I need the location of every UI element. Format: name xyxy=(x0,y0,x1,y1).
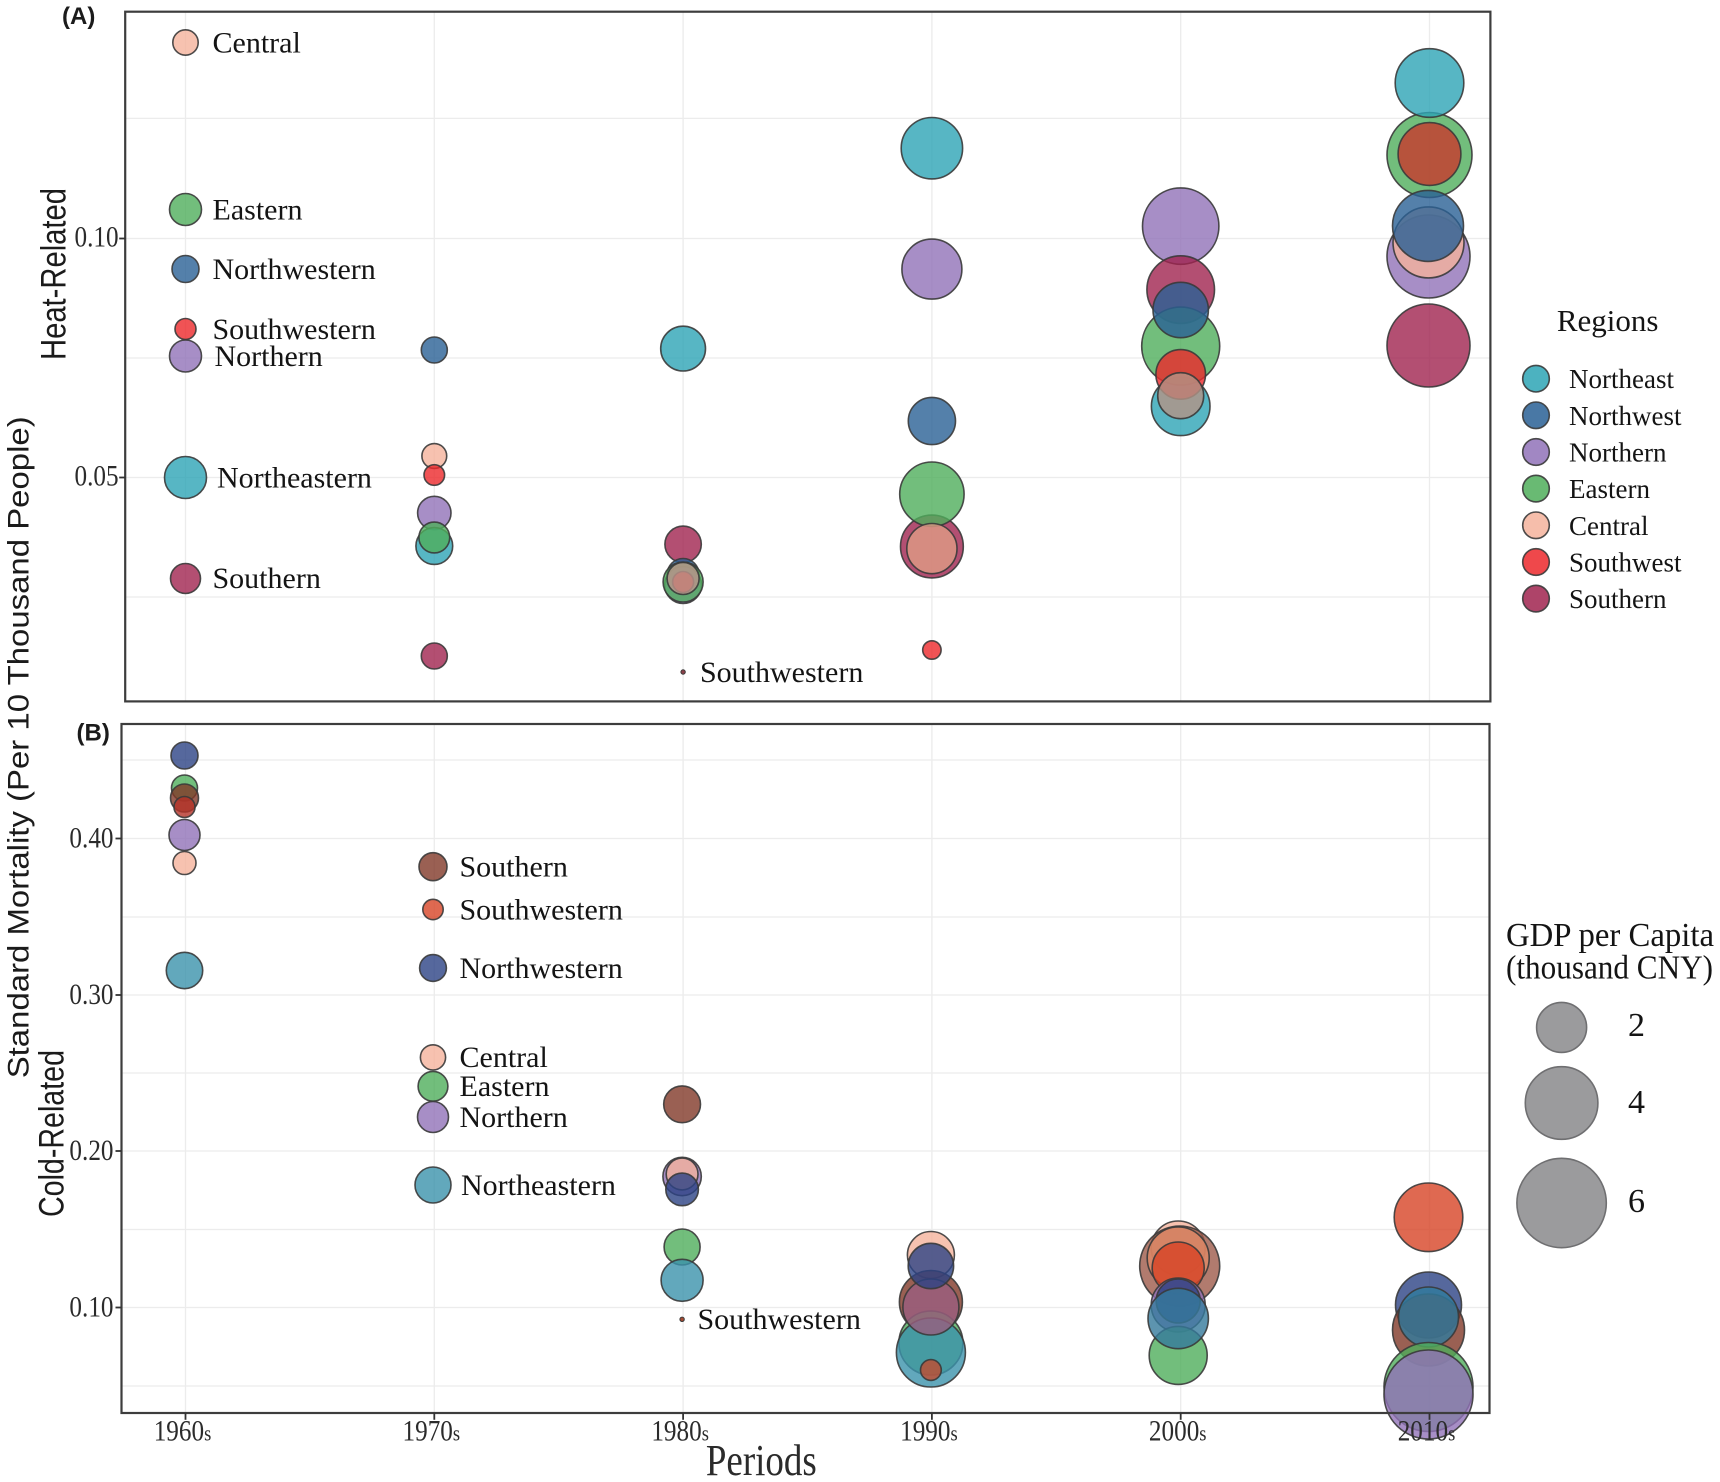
svg-text:Southern: Southern xyxy=(460,851,568,884)
svg-text:Northwest: Northwest xyxy=(1569,401,1682,431)
svg-text:0.40: 0.40 xyxy=(69,820,113,854)
svg-text:GDP per Capita: GDP per Capita xyxy=(1506,917,1714,954)
svg-text:Southern: Southern xyxy=(1569,584,1667,614)
svg-text:0.10: 0.10 xyxy=(69,1289,113,1323)
svg-text:2000s: 2000s xyxy=(1149,1413,1207,1447)
svg-text:Central: Central xyxy=(460,1041,548,1074)
svg-text:Eastern: Eastern xyxy=(1569,474,1650,504)
svg-text:2010s: 2010s xyxy=(1398,1413,1456,1447)
svg-text:Southwestern: Southwestern xyxy=(213,313,376,346)
svg-text:Northwestern: Northwestern xyxy=(460,952,623,985)
svg-text:Cold-Related: Cold-Related xyxy=(32,1050,71,1217)
svg-text:Northeast: Northeast xyxy=(1569,364,1674,394)
svg-text:Southwestern: Southwestern xyxy=(698,1303,861,1336)
svg-text:Eastern: Eastern xyxy=(213,194,303,227)
svg-text:0.30: 0.30 xyxy=(69,977,113,1011)
svg-text:Northwestern: Northwestern xyxy=(213,253,376,286)
svg-text:(thousand CNY): (thousand CNY) xyxy=(1506,950,1713,987)
svg-text:Northern: Northern xyxy=(460,1101,568,1134)
svg-text:Central: Central xyxy=(1569,511,1648,541)
svg-text:Northeastern: Northeastern xyxy=(461,1169,616,1202)
svg-text:Heat-Related: Heat-Related xyxy=(35,188,74,360)
svg-text:4: 4 xyxy=(1628,1084,1645,1121)
svg-text:Central: Central xyxy=(213,27,301,60)
svg-text:Regions: Regions xyxy=(1557,303,1659,338)
svg-text:Northern: Northern xyxy=(215,340,323,373)
svg-text:Southwestern: Southwestern xyxy=(700,656,863,689)
svg-text:0.05: 0.05 xyxy=(75,458,119,492)
svg-text:Standard Mortality (Per 10 Tho: Standard Mortality (Per 10 Thousand Peop… xyxy=(3,416,36,1078)
svg-text:Southern: Southern xyxy=(213,562,321,595)
svg-text:Southwestern: Southwestern xyxy=(460,894,623,927)
svg-text:Eastern: Eastern xyxy=(460,1070,550,1103)
svg-text:0.20: 0.20 xyxy=(69,1133,113,1167)
svg-text:1980s: 1980s xyxy=(651,1413,709,1447)
svg-text:Southwest: Southwest xyxy=(1569,548,1682,578)
svg-text:6: 6 xyxy=(1628,1183,1645,1220)
svg-text:Northern: Northern xyxy=(1569,438,1667,468)
svg-text:Northeastern: Northeastern xyxy=(217,462,372,495)
svg-text:(B): (B) xyxy=(77,720,110,747)
svg-text:1970s: 1970s xyxy=(403,1413,461,1447)
svg-text:1990s: 1990s xyxy=(900,1413,958,1447)
svg-text:(A): (A) xyxy=(62,3,95,30)
svg-text:1960s: 1960s xyxy=(154,1413,212,1447)
svg-text:0.10: 0.10 xyxy=(75,219,119,253)
svg-text:Periods: Periods xyxy=(706,1436,817,1482)
svg-text:2: 2 xyxy=(1628,1007,1645,1044)
